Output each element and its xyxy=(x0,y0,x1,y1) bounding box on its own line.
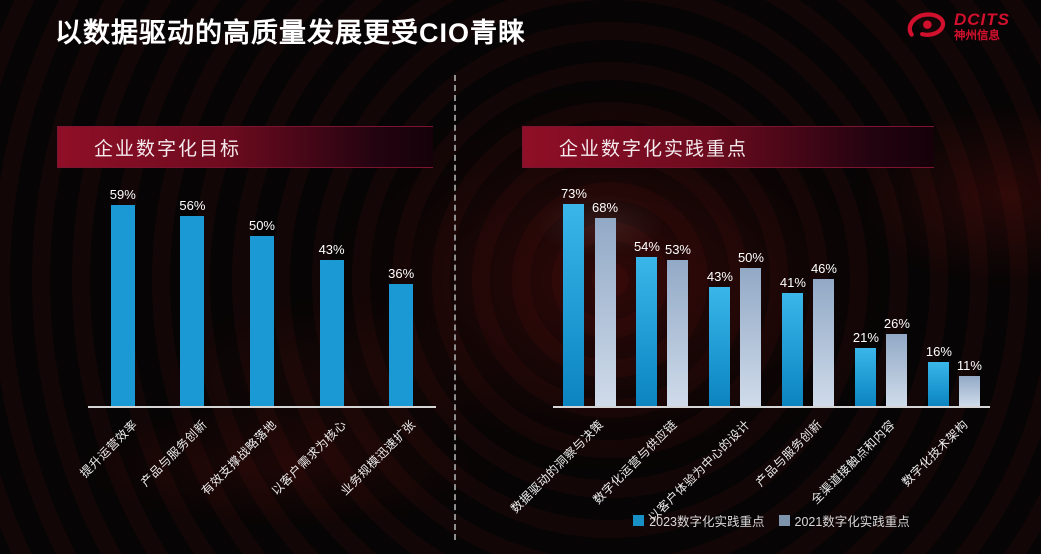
bar-column: 11% xyxy=(957,359,982,406)
bar-group: 54% 53% xyxy=(634,240,691,406)
bar-value-label: 59% xyxy=(109,187,136,202)
bar-column: 21% xyxy=(853,331,879,406)
category-label: 数字化技术架构 xyxy=(899,417,971,490)
bar-group: 43% 50% xyxy=(707,251,764,406)
bar-column: 53% xyxy=(665,243,691,406)
legend-item: 2023数字化实践重点 xyxy=(633,511,765,530)
vertical-dashed-divider xyxy=(454,75,456,540)
bar-value-label: 43% xyxy=(706,269,733,284)
bar-value-label: 73% xyxy=(560,186,587,201)
bar-column: 26% xyxy=(884,317,910,406)
bar-value-label: 50% xyxy=(248,218,275,233)
bar-value-label: 54% xyxy=(633,239,660,254)
bar-group: 59% xyxy=(110,188,136,406)
logo-brand: DCITS xyxy=(954,10,1010,30)
bar xyxy=(667,260,689,406)
bar xyxy=(319,260,344,406)
bar xyxy=(709,287,731,406)
bar xyxy=(249,236,274,406)
bar xyxy=(958,376,980,406)
bar xyxy=(928,362,950,406)
bar xyxy=(594,218,616,406)
bar xyxy=(180,216,205,406)
bar-value-label: 41% xyxy=(779,275,806,290)
bar xyxy=(740,268,762,406)
category-label: 产品与服务创新 xyxy=(753,417,826,490)
legend-swatch xyxy=(633,515,645,526)
bar-column: 73% xyxy=(561,187,587,406)
bar-group: 73% 68% xyxy=(561,187,618,406)
page-title: 以数据驱动的高质量发展更受CIO青睐 xyxy=(55,18,527,48)
practice-chart-plot-area: 73% 68% 54% 53% 43% 50% 41% 46% 21% 26% 16% 11% xyxy=(553,185,990,408)
bar xyxy=(886,334,908,406)
bar-column: 56% xyxy=(179,199,205,406)
legend-item: 2021数字化实践重点 xyxy=(778,511,910,530)
goals-chart-plot-area: 59% 56% 50% 43% 36% xyxy=(88,185,436,408)
bar-column: 59% xyxy=(110,188,136,406)
bar-value-label: 43% xyxy=(318,242,345,257)
bar-column: 50% xyxy=(738,251,764,406)
legend-label: 2021数字化实践重点 xyxy=(794,515,910,529)
bar-column: 41% xyxy=(780,276,806,406)
bar-group: 16% 11% xyxy=(926,345,982,406)
legend-swatch xyxy=(778,515,790,526)
bar-column: 36% xyxy=(388,267,414,406)
bar xyxy=(636,257,658,406)
bar-value-label: 26% xyxy=(883,316,910,331)
bar-column: 68% xyxy=(592,201,618,406)
bar-column: 50% xyxy=(249,219,275,406)
practice-grouped-bar-chart: 73% 68% 54% 53% 43% 50% 41% 46% 21% 26% 16% 11% 数据驱… xyxy=(508,185,990,525)
bar-value-label: 46% xyxy=(810,261,837,276)
legend-label: 2023数字化实践重点 xyxy=(649,515,765,529)
right-chart-title: 企业数字化实践重点 xyxy=(522,126,934,168)
bar-group: 56% xyxy=(179,199,205,406)
goals-chart-category-axis: 提升运营效率 产品与服务创新 有效支撑战略落地 以客户需求为核心 业务规模迅速扩张 xyxy=(77,408,436,518)
bar xyxy=(855,348,877,406)
bar-value-label: 21% xyxy=(852,330,879,345)
logo-texts: DCITS 神州信息 xyxy=(954,11,1010,42)
bar xyxy=(110,205,135,406)
bar-group: 43% xyxy=(319,243,345,406)
bar-value-label: 50% xyxy=(737,250,764,265)
bar-value-label: 68% xyxy=(591,200,619,215)
bar-value-label: 53% xyxy=(664,242,691,257)
category-label: 产品与服务创新 xyxy=(137,417,210,490)
practice-chart-category-axis: 数据驱动的洞察与决策 数字化运营与供应链 以客户体验为中心的设计 产品与服务创新 全渠道… xyxy=(508,408,990,524)
bar-group: 21% 26% xyxy=(853,317,910,406)
bar-group: 50% xyxy=(249,219,275,406)
bar-value-label: 56% xyxy=(179,198,206,213)
bar-group: 36% xyxy=(388,267,414,406)
bar-value-label: 36% xyxy=(388,266,415,281)
bar-group: 41% 46% xyxy=(780,262,837,406)
bar xyxy=(389,284,414,406)
bar-column: 43% xyxy=(707,270,733,406)
bar-column: 43% xyxy=(319,243,345,406)
bar-column: 46% xyxy=(811,262,837,406)
bar xyxy=(813,279,835,406)
bar-column: 16% xyxy=(926,345,952,406)
bar xyxy=(782,293,804,406)
bar-value-label: 16% xyxy=(925,344,952,359)
left-chart-title: 企业数字化目标 xyxy=(57,126,433,168)
dcits-swirl-icon xyxy=(907,12,946,37)
logo-subtitle: 神州信息 xyxy=(954,30,1000,43)
bar xyxy=(563,204,585,406)
logo: DCITS 神州信息 xyxy=(902,8,1034,46)
bar-column: 54% xyxy=(634,240,660,406)
goals-bar-chart: 59% 56% 50% 43% 36% 提升运营效率 产品与服务创新 有效支撑战略落地 以客户… xyxy=(77,185,436,518)
bar-value-label: 11% xyxy=(956,358,982,373)
chart-legend: 2023数字化实践重点 2021数字化实践重点 xyxy=(553,511,990,530)
